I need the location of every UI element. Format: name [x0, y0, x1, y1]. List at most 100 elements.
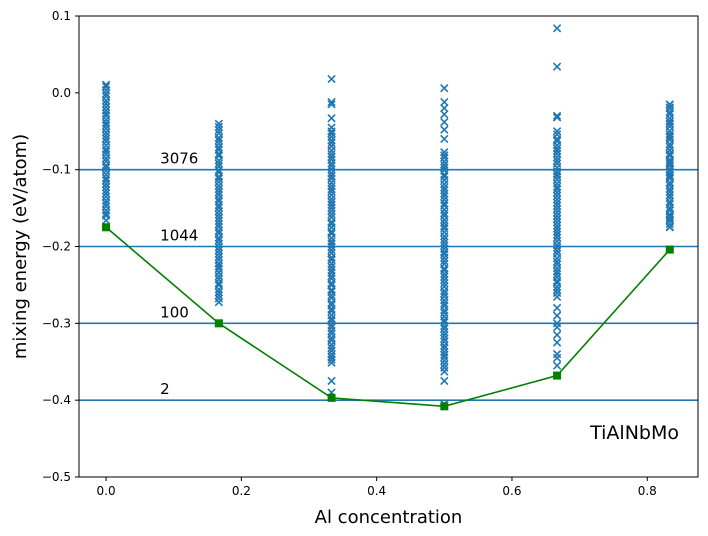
scatter-point: [552, 353, 562, 363]
scatter-point: [552, 153, 562, 162]
scatter-point: [214, 174, 223, 183]
scatter-point: [214, 288, 223, 297]
scatter-point: [552, 361, 562, 370]
scatter-point: [440, 172, 449, 181]
scatter-point: [552, 243, 562, 252]
scatter-point: [552, 111, 562, 121]
scatter-point: [665, 215, 674, 224]
scatter-point: [327, 229, 336, 238]
scatter-point: [440, 183, 449, 192]
scatter-point: [214, 255, 223, 265]
scatter-point: [440, 272, 449, 281]
scatter-point: [327, 74, 336, 84]
hull-point: [214, 319, 223, 328]
scatter-point: [327, 262, 336, 272]
scatter-point: [665, 223, 674, 232]
x-axis-label: Al concentration: [315, 507, 463, 528]
scatter-point: [101, 173, 111, 183]
y-tick-label: 0.0: [52, 86, 71, 100]
scatter-point: [327, 123, 336, 132]
scatter-point: [327, 329, 336, 339]
scatter-point: [327, 271, 336, 281]
scatter-point: [101, 147, 111, 156]
scatter-point: [665, 173, 674, 182]
scatter-point: [327, 237, 336, 246]
scatter-point: [440, 148, 449, 157]
scatter-point: [665, 119, 674, 128]
scatter-point: [552, 62, 562, 71]
scatter-point: [101, 92, 111, 101]
scatter-point: [552, 267, 562, 276]
scatter-point: [214, 229, 223, 238]
scatter-point: [552, 182, 562, 191]
scatter-point: [214, 219, 223, 229]
scatter-point: [440, 275, 449, 285]
scatter-point: [440, 84, 449, 93]
scatter-point: [440, 347, 449, 357]
scatter-point: [101, 157, 111, 166]
scatter-point: [440, 97, 449, 107]
scatter-point: [327, 346, 336, 355]
scatter-point: [440, 350, 449, 360]
x-tick-label: 0.6: [502, 484, 521, 498]
scatter-point: [552, 330, 562, 340]
scatter-point: [665, 193, 674, 203]
scatter-point: [440, 186, 449, 195]
scatter-point: [214, 210, 223, 219]
scatter-point: [665, 133, 674, 142]
scatter-point: [327, 152, 336, 162]
scatter-point: [440, 312, 449, 321]
scatter-point: [214, 249, 223, 258]
scatter-point: [327, 314, 336, 323]
scatter-point: [440, 201, 449, 210]
scatter-point: [552, 156, 562, 165]
scatter-point: [552, 198, 562, 207]
scatter-point: [552, 130, 562, 139]
scatter-point: [327, 350, 336, 359]
scatter-point: [552, 236, 562, 246]
y-tick-label: −0.5: [42, 470, 71, 484]
scatter-point: [440, 289, 449, 298]
reference-line-label: 2: [160, 380, 170, 398]
scatter-point: [552, 167, 562, 176]
scatter-point: [327, 138, 336, 148]
x-tick-label: 0.0: [97, 484, 116, 498]
scatter-point: [552, 288, 562, 298]
y-tick-label: −0.2: [42, 240, 71, 254]
scatter-point: [214, 191, 223, 200]
scatter-point: [214, 207, 223, 216]
scatter-point: [552, 144, 562, 153]
scatter-point: [214, 122, 223, 132]
scatter-point: [440, 211, 449, 220]
hull-point: [665, 245, 674, 254]
y-tick-label: −0.4: [42, 393, 71, 407]
scatter-point: [327, 129, 336, 138]
scatter-point: [440, 218, 449, 228]
scatter-point: [440, 315, 449, 325]
scatter-point: [327, 197, 336, 207]
scatter-point: [552, 303, 562, 313]
scatter-point: [440, 256, 449, 266]
scatter-point: [101, 131, 111, 140]
scatter-point: [665, 109, 674, 119]
scatter-point: [552, 227, 562, 236]
scatter-point: [327, 248, 336, 258]
scatter-point: [665, 104, 674, 113]
scatter-point: [665, 190, 674, 200]
scatter-point: [101, 141, 111, 150]
scatter-point: [440, 376, 449, 386]
scatter-point: [552, 230, 562, 239]
ticks-layer: 0.0 0.2 0.4 0.6 0.8 0.1 0.0 −0.1 −0.2 −0.3 −0.4 −0.…: [42, 9, 657, 498]
scatter-point: [552, 269, 562, 279]
scatter-point: [665, 150, 674, 159]
scatter-point: [101, 182, 111, 192]
scatter-point: [327, 343, 336, 352]
scatter-point: [665, 213, 674, 222]
scatter-point: [440, 308, 449, 317]
scatter-point: [440, 279, 449, 288]
scatter-point: [552, 292, 562, 301]
scatter-point: [327, 326, 336, 336]
scatter-point: [214, 291, 223, 300]
scatter-point: [552, 249, 562, 259]
scatter-point: [552, 204, 562, 214]
